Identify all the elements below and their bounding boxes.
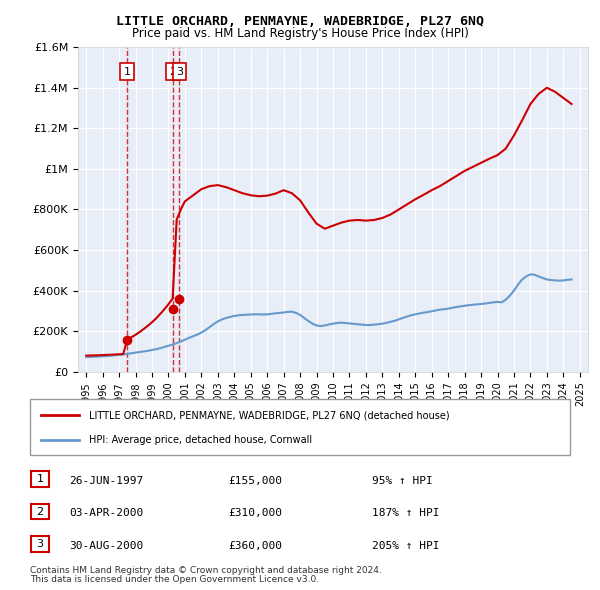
Text: 30-AUG-2000: 30-AUG-2000 <box>69 541 143 550</box>
Text: 187% ↑ HPI: 187% ↑ HPI <box>372 509 439 518</box>
Text: Contains HM Land Registry data © Crown copyright and database right 2024.: Contains HM Land Registry data © Crown c… <box>30 566 382 575</box>
Text: 205% ↑ HPI: 205% ↑ HPI <box>372 541 439 550</box>
Text: £360,000: £360,000 <box>228 541 282 550</box>
FancyBboxPatch shape <box>31 504 49 519</box>
Text: 95% ↑ HPI: 95% ↑ HPI <box>372 476 433 486</box>
Text: HPI: Average price, detached house, Cornwall: HPI: Average price, detached house, Corn… <box>89 435 313 445</box>
FancyBboxPatch shape <box>30 399 570 455</box>
Text: 3: 3 <box>176 67 183 77</box>
Text: 3: 3 <box>37 539 43 549</box>
Text: 2: 2 <box>169 67 176 77</box>
Text: 2: 2 <box>37 507 43 516</box>
Text: £310,000: £310,000 <box>228 509 282 518</box>
Text: 26-JUN-1997: 26-JUN-1997 <box>69 476 143 486</box>
Text: £155,000: £155,000 <box>228 476 282 486</box>
Text: 1: 1 <box>124 67 131 77</box>
Text: This data is licensed under the Open Government Licence v3.0.: This data is licensed under the Open Gov… <box>30 575 319 584</box>
Text: 1: 1 <box>37 474 43 484</box>
Text: Price paid vs. HM Land Registry's House Price Index (HPI): Price paid vs. HM Land Registry's House … <box>131 27 469 40</box>
Text: LITTLE ORCHARD, PENMAYNE, WADEBRIDGE, PL27 6NQ (detached house): LITTLE ORCHARD, PENMAYNE, WADEBRIDGE, PL… <box>89 410 450 420</box>
FancyBboxPatch shape <box>31 471 49 487</box>
Text: LITTLE ORCHARD, PENMAYNE, WADEBRIDGE, PL27 6NQ: LITTLE ORCHARD, PENMAYNE, WADEBRIDGE, PL… <box>116 15 484 28</box>
FancyBboxPatch shape <box>31 536 49 552</box>
Text: 03-APR-2000: 03-APR-2000 <box>69 509 143 518</box>
